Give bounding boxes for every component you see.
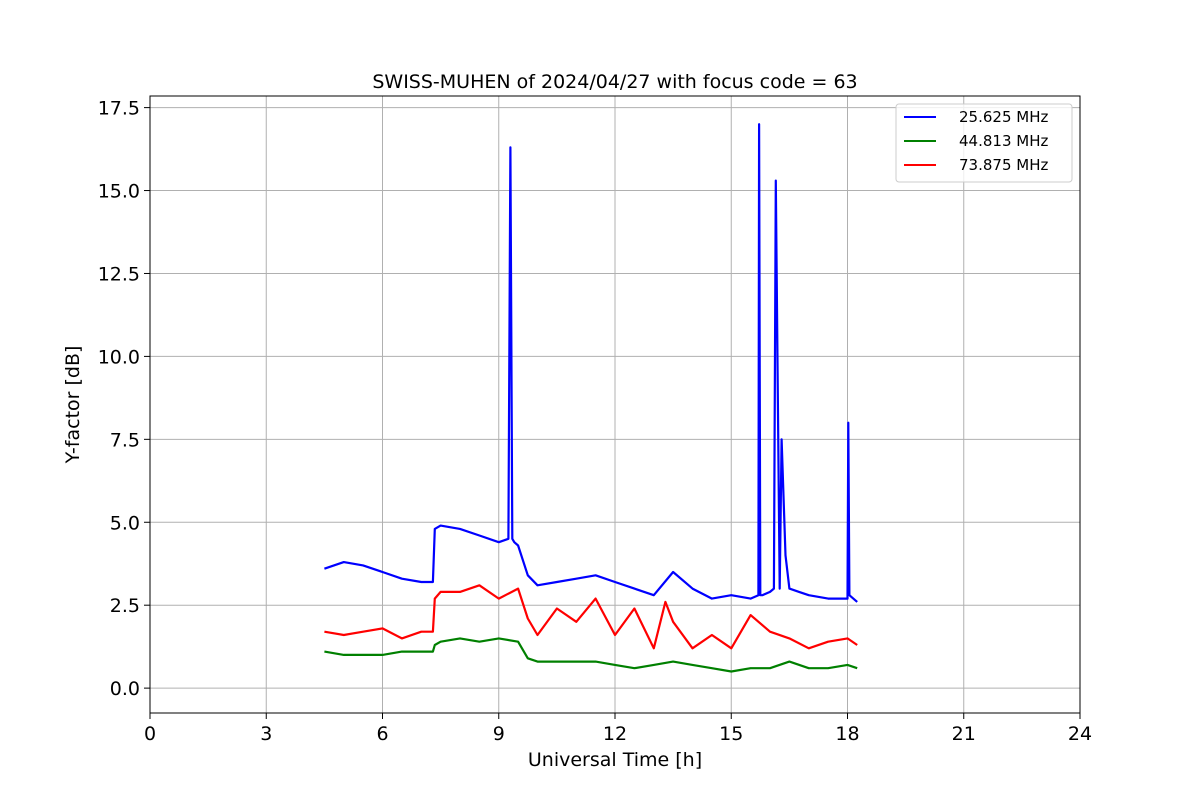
y-tick-label: 0.0 — [110, 678, 140, 700]
x-tick-label: 12 — [603, 723, 627, 745]
y-tick-label: 12.5 — [98, 263, 140, 285]
legend: 25.625 MHz 44.813 MHz 73.875 MHz — [895, 103, 1073, 183]
x-tick-label: 24 — [1068, 723, 1092, 745]
series-line-2 — [324, 637, 858, 673]
x-tick-label: 18 — [835, 723, 859, 745]
x-tick-label: 0 — [144, 723, 156, 745]
grid — [149, 96, 1081, 713]
y-tick-label: 5.0 — [110, 512, 140, 534]
y-axis-title: Y-factor [dB] — [62, 346, 84, 465]
x-tick-label: 6 — [376, 723, 388, 745]
chart-title: SWISS-MUHEN of 2024/04/27 with focus cod… — [372, 71, 857, 93]
y-tick-label: 15.0 — [98, 181, 140, 203]
y-tick-label: 2.5 — [110, 595, 140, 617]
x-tick-label: 21 — [952, 723, 976, 745]
series-line-1 — [324, 123, 858, 603]
y-tick-label: 17.5 — [98, 98, 140, 120]
x-tick-label: 9 — [493, 723, 505, 745]
series-line-3 — [324, 584, 858, 650]
legend-label: 25.625 MHz — [959, 108, 1048, 126]
axis-ticks: 0 3 6 9 12 15 18 21 24 0.0 2.5 5.0 7.5 10.0 12.5 15.0 17… — [98, 98, 1092, 745]
x-tick-label: 15 — [719, 723, 743, 745]
x-axis-title: Universal Time [h] — [528, 749, 702, 771]
legend-box — [895, 103, 1073, 183]
x-tick-label: 3 — [260, 723, 272, 745]
y-tick-label: 7.5 — [110, 429, 140, 451]
legend-label: 44.813 MHz — [959, 132, 1048, 150]
y-tick-label: 10.0 — [98, 346, 140, 368]
legend-label: 73.875 MHz — [959, 156, 1048, 174]
series-layer — [324, 123, 858, 673]
